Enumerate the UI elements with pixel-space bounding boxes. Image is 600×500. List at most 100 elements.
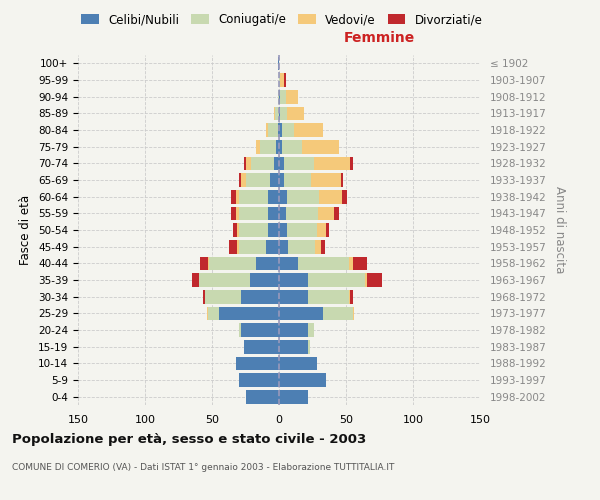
Bar <box>279 190 287 203</box>
Bar <box>229 240 238 254</box>
Bar <box>341 173 343 187</box>
Bar <box>239 190 268 203</box>
Bar <box>250 273 279 287</box>
Bar <box>236 190 239 203</box>
Bar <box>308 340 310 353</box>
Bar <box>302 140 340 153</box>
Bar <box>367 273 382 287</box>
Bar <box>251 156 274 170</box>
Bar <box>353 256 367 270</box>
Bar <box>280 90 286 104</box>
Bar <box>268 206 279 220</box>
Bar <box>279 356 317 370</box>
Bar <box>244 340 279 353</box>
Bar <box>287 190 319 203</box>
Legend: Celibi/Nubili, Coniugati/e, Vedovi/e, Divorziati/e: Celibi/Nubili, Coniugati/e, Vedovi/e, Di… <box>77 8 487 31</box>
Bar <box>256 140 260 153</box>
Bar <box>279 373 326 387</box>
Bar <box>318 206 334 220</box>
Bar <box>239 206 268 220</box>
Bar <box>279 106 280 120</box>
Bar <box>199 273 250 287</box>
Bar <box>279 173 284 187</box>
Bar <box>284 73 286 87</box>
Bar <box>280 73 284 87</box>
Bar <box>349 290 350 304</box>
Bar <box>218 306 279 320</box>
Bar <box>236 206 239 220</box>
Bar <box>192 273 199 287</box>
Bar <box>206 306 208 320</box>
Bar <box>245 390 279 404</box>
Bar <box>284 173 311 187</box>
Bar <box>268 190 279 203</box>
Bar <box>269 173 279 187</box>
Bar <box>209 256 256 270</box>
Bar <box>260 140 277 153</box>
Bar <box>298 256 349 270</box>
Bar <box>256 256 279 270</box>
Bar <box>274 106 275 120</box>
Bar <box>279 123 281 137</box>
Bar <box>238 223 239 237</box>
Bar <box>245 173 269 187</box>
Bar <box>353 306 354 320</box>
Bar <box>314 156 350 170</box>
Bar <box>268 123 278 137</box>
Bar <box>326 223 329 237</box>
Text: Popolazione per età, sesso e stato civile - 2003: Popolazione per età, sesso e stato civil… <box>12 432 366 446</box>
Bar <box>236 356 279 370</box>
Bar <box>279 206 286 220</box>
Bar <box>319 190 342 203</box>
Bar <box>278 56 279 70</box>
Bar <box>239 223 268 237</box>
Bar <box>279 273 308 287</box>
Bar <box>349 256 353 270</box>
Y-axis label: Fasce di età: Fasce di età <box>19 195 32 265</box>
Bar <box>244 156 245 170</box>
Bar <box>231 190 236 203</box>
Text: COMUNE DI COMERIO (VA) - Dati ISTAT 1° gennaio 2003 - Elaborazione TUTTITALIA.IT: COMUNE DI COMERIO (VA) - Dati ISTAT 1° g… <box>12 462 394 471</box>
Bar <box>266 123 268 137</box>
Bar <box>239 323 241 337</box>
Bar <box>233 223 238 237</box>
Bar <box>286 90 298 104</box>
Bar <box>315 240 320 254</box>
Bar <box>308 290 349 304</box>
Bar <box>266 240 279 254</box>
Bar <box>279 90 280 104</box>
Bar <box>241 323 279 337</box>
Bar <box>281 123 294 137</box>
Bar <box>239 173 241 187</box>
Bar <box>231 206 236 220</box>
Bar <box>289 240 315 254</box>
Bar <box>239 240 266 254</box>
Bar <box>279 256 298 270</box>
Text: Femmine: Femmine <box>344 30 415 44</box>
Bar <box>279 390 308 404</box>
Bar <box>317 223 326 237</box>
Bar <box>239 373 279 387</box>
Bar <box>350 290 353 304</box>
Bar <box>238 240 239 254</box>
Bar <box>365 273 367 287</box>
Bar <box>279 140 281 153</box>
Bar <box>308 273 365 287</box>
Bar <box>311 173 341 187</box>
Bar <box>279 73 280 87</box>
Bar <box>320 240 325 254</box>
Bar <box>268 223 279 237</box>
Bar <box>277 140 279 153</box>
Bar <box>308 323 314 337</box>
Bar <box>279 223 287 237</box>
Bar <box>208 306 218 320</box>
Bar <box>275 106 279 120</box>
Bar <box>245 156 251 170</box>
Bar <box>279 340 308 353</box>
Bar <box>294 123 323 137</box>
Bar <box>203 290 205 304</box>
Bar <box>279 306 323 320</box>
Bar <box>279 240 289 254</box>
Bar <box>286 206 318 220</box>
Bar <box>350 156 353 170</box>
